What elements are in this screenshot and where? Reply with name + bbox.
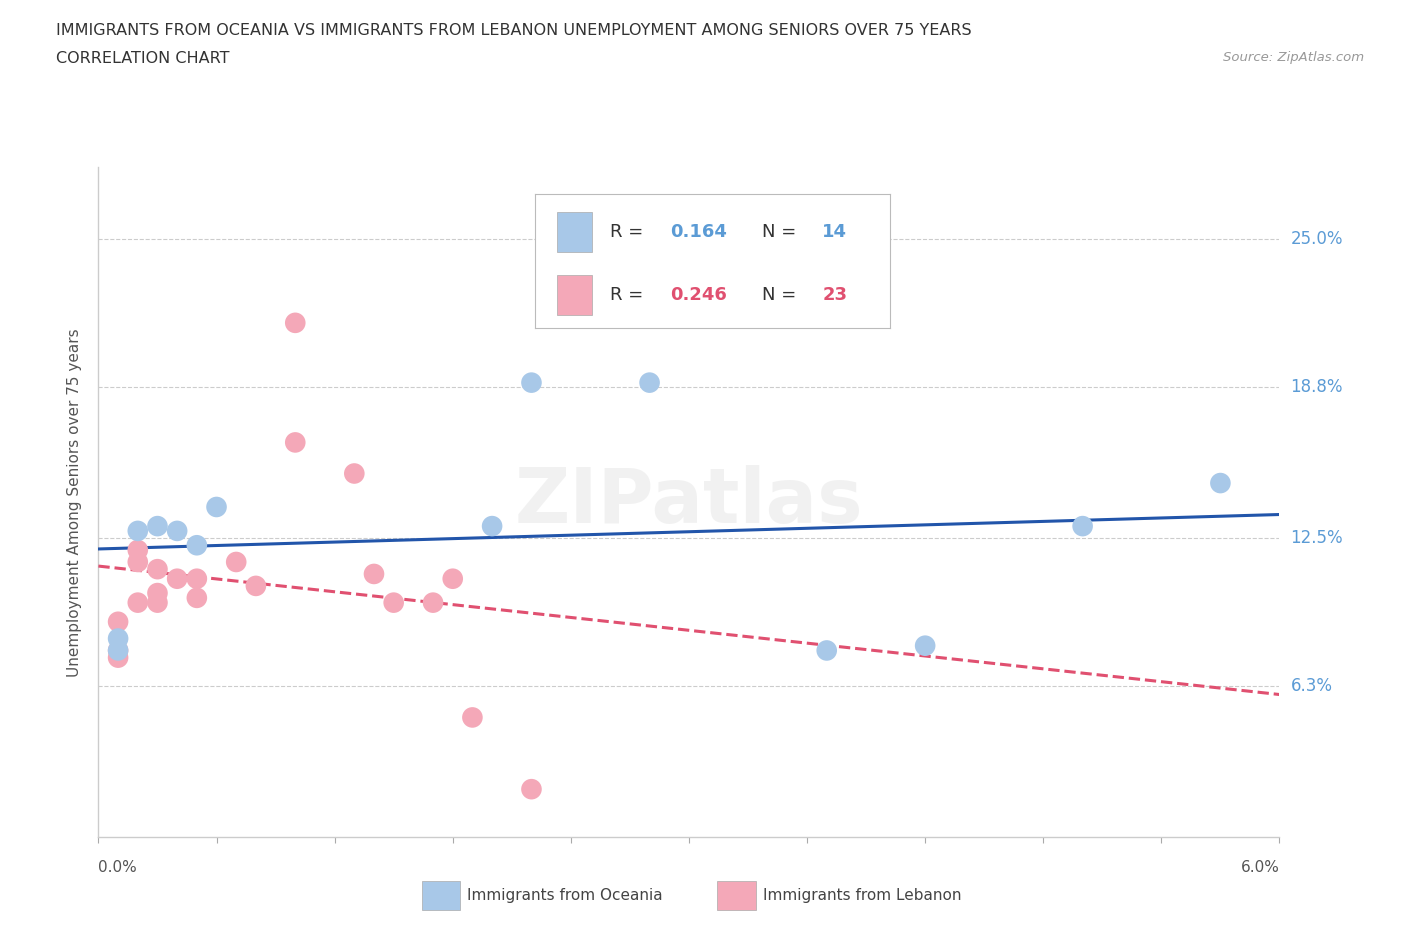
Bar: [717, 881, 756, 910]
Point: [107, 650, 129, 665]
Point: [127, 524, 149, 538]
Text: CORRELATION CHART: CORRELATION CHART: [56, 51, 229, 66]
Point: [127, 595, 149, 610]
Point: [107, 615, 129, 630]
Bar: [422, 881, 461, 910]
Point: [225, 554, 247, 569]
Point: [186, 591, 208, 605]
Text: 25.0%: 25.0%: [1291, 230, 1343, 248]
Point: [166, 524, 188, 538]
Text: 12.5%: 12.5%: [1291, 529, 1343, 547]
Text: Immigrants from Lebanon: Immigrants from Lebanon: [762, 887, 962, 903]
Text: Immigrants from Oceania: Immigrants from Oceania: [467, 887, 664, 903]
Point: [107, 643, 129, 658]
Point: [815, 643, 838, 658]
Point: [914, 638, 936, 653]
Point: [461, 710, 484, 724]
Point: [441, 571, 464, 586]
Point: [481, 519, 503, 534]
Point: [146, 562, 169, 577]
Text: 18.8%: 18.8%: [1291, 379, 1343, 396]
Y-axis label: Unemployment Among Seniors over 75 years: Unemployment Among Seniors over 75 years: [67, 328, 83, 676]
Point: [382, 595, 405, 610]
Text: Source: ZipAtlas.com: Source: ZipAtlas.com: [1223, 51, 1364, 64]
Point: [422, 595, 444, 610]
Point: [1209, 475, 1232, 490]
Point: [284, 315, 307, 330]
Point: [343, 466, 366, 481]
Point: [205, 499, 228, 514]
Text: 0.0%: 0.0%: [98, 860, 138, 875]
Point: [146, 595, 169, 610]
Point: [186, 571, 208, 586]
Point: [638, 375, 661, 390]
Point: [127, 554, 149, 569]
Text: 6.3%: 6.3%: [1291, 677, 1333, 696]
Point: [284, 435, 307, 450]
Point: [107, 631, 129, 646]
Point: [363, 566, 385, 581]
Text: 6.0%: 6.0%: [1240, 860, 1279, 875]
Point: [146, 586, 169, 601]
Point: [186, 538, 208, 552]
Point: [166, 571, 188, 586]
Text: ZIPatlas: ZIPatlas: [515, 465, 863, 539]
Point: [107, 643, 129, 658]
Point: [127, 542, 149, 557]
Point: [146, 519, 169, 534]
Point: [245, 578, 267, 593]
Point: [520, 782, 543, 797]
Point: [1071, 519, 1094, 534]
Point: [520, 375, 543, 390]
Text: IMMIGRANTS FROM OCEANIA VS IMMIGRANTS FROM LEBANON UNEMPLOYMENT AMONG SENIORS OV: IMMIGRANTS FROM OCEANIA VS IMMIGRANTS FR…: [56, 23, 972, 38]
